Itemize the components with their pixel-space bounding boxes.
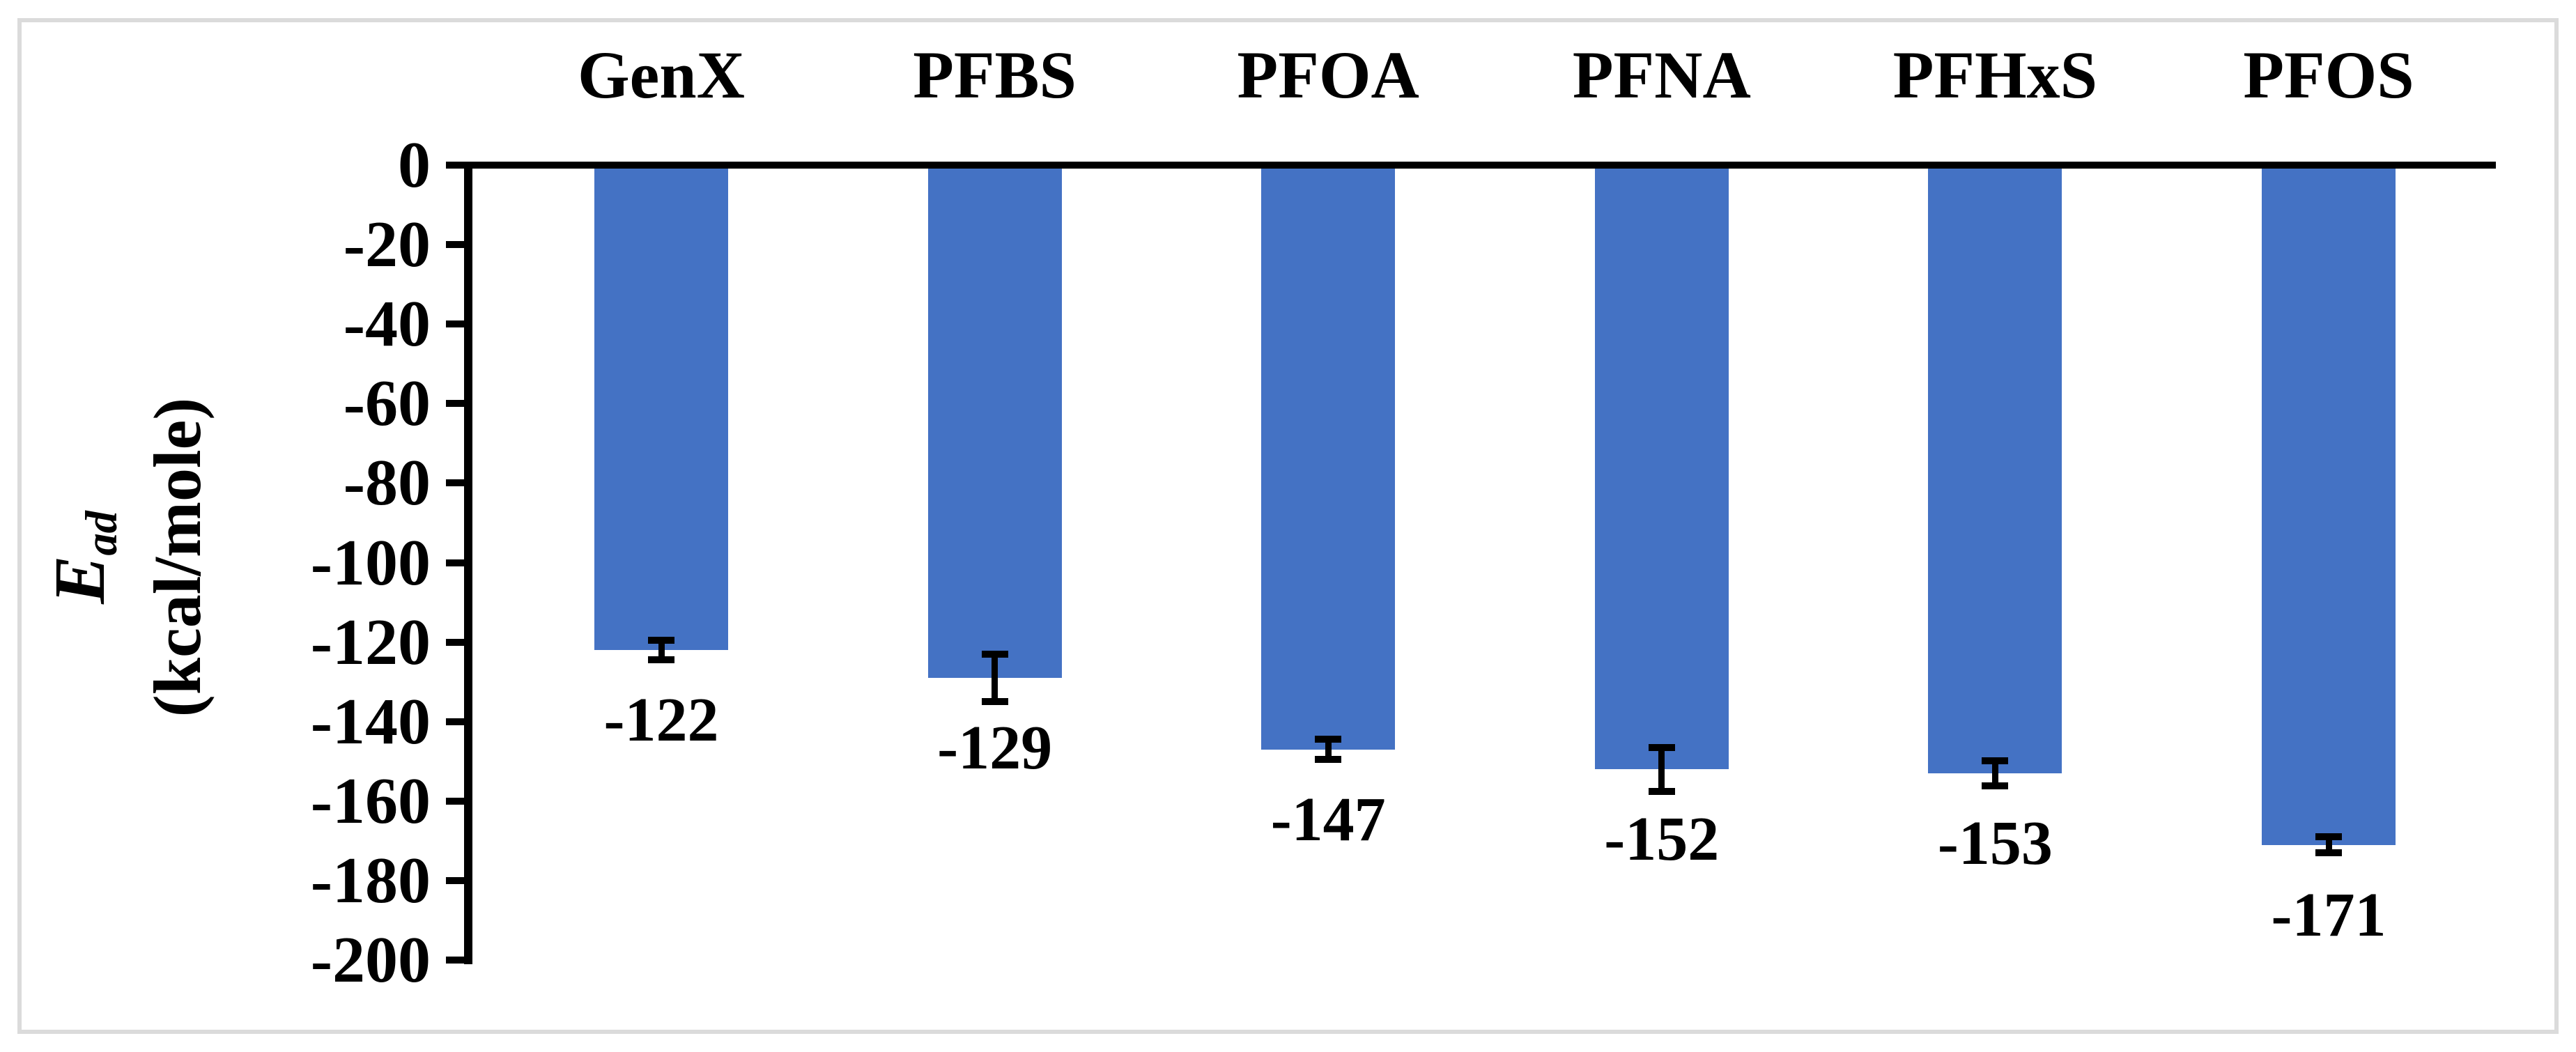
y-tick-label: -180: [310, 844, 431, 917]
error-bar-stem: [1325, 739, 1332, 759]
error-bar-cap-bottom: [2315, 849, 2342, 856]
bar: [594, 169, 728, 650]
value-label: -171: [2271, 880, 2386, 950]
y-tick-label: 0: [398, 129, 431, 201]
error-bar-stem: [992, 653, 998, 702]
error-bar-cap-bottom: [1315, 755, 1342, 763]
category-label: PFOA: [1237, 38, 1419, 112]
category-label: PFBS: [913, 38, 1077, 112]
error-bar-stem: [658, 640, 665, 660]
value-label: -129: [937, 713, 1053, 782]
y-tick-label: -100: [310, 526, 431, 599]
y-tick-label: -20: [343, 208, 431, 281]
error-bar-cap-top: [1648, 743, 1675, 751]
bar: [927, 169, 1062, 678]
y-axis-line: [464, 162, 472, 964]
category-label: GenX: [578, 38, 745, 112]
y-axis-title-symbol: Ead: [40, 511, 127, 604]
y-tick-label: -160: [310, 764, 431, 837]
error-bar-cap-top: [1315, 736, 1342, 743]
category-label: PFNA: [1572, 38, 1751, 112]
bar: [1261, 169, 1396, 750]
y-axis-title: Ead (kcal/mole): [40, 160, 216, 954]
bar: [1928, 169, 2062, 773]
y-tick-label: -60: [343, 367, 431, 440]
y-tick: [446, 718, 464, 725]
y-axis-title-units: (kcal/mole): [139, 397, 215, 718]
value-label: -122: [603, 686, 719, 755]
error-bar-cap-top: [981, 650, 1008, 658]
y-tick: [446, 876, 464, 884]
y-tick: [446, 400, 464, 408]
y-tick-label: -80: [343, 447, 431, 520]
error-bar-cap-top: [648, 636, 674, 644]
y-tick: [446, 797, 464, 805]
y-tick: [446, 162, 464, 169]
y-tick-label: -120: [310, 605, 431, 679]
error-bar-stem: [1658, 747, 1665, 791]
error-bar-cap-bottom: [648, 656, 674, 664]
bar: [1594, 169, 1729, 770]
x-axis-zero-line: [464, 162, 2496, 169]
y-tick: [446, 479, 464, 487]
figure-border: [17, 18, 2559, 1034]
error-bar-cap-bottom: [1648, 787, 1675, 795]
y-tick-label: -140: [310, 685, 431, 758]
error-bar-cap-top: [2315, 833, 2342, 841]
error-bar-cap-bottom: [981, 698, 1008, 706]
y-tick: [446, 638, 464, 646]
y-tick: [446, 320, 464, 328]
error-bar-stem: [2325, 837, 2332, 853]
y-tick: [446, 559, 464, 566]
value-label: -153: [1937, 808, 2053, 878]
bar: [2262, 169, 2396, 845]
error-bar-cap-bottom: [1982, 782, 2009, 790]
error-bar-stem: [1991, 760, 1998, 787]
y-tick-label: -200: [310, 924, 431, 996]
error-bar-cap-top: [1982, 757, 2009, 764]
category-label: PFHxS: [1892, 38, 2098, 112]
y-tick: [446, 957, 464, 964]
y-tick-label: -40: [343, 288, 431, 361]
value-label: -147: [1270, 784, 1386, 854]
value-label: -152: [1604, 805, 1720, 874]
category-label: PFOS: [2243, 38, 2414, 112]
y-tick: [446, 241, 464, 249]
